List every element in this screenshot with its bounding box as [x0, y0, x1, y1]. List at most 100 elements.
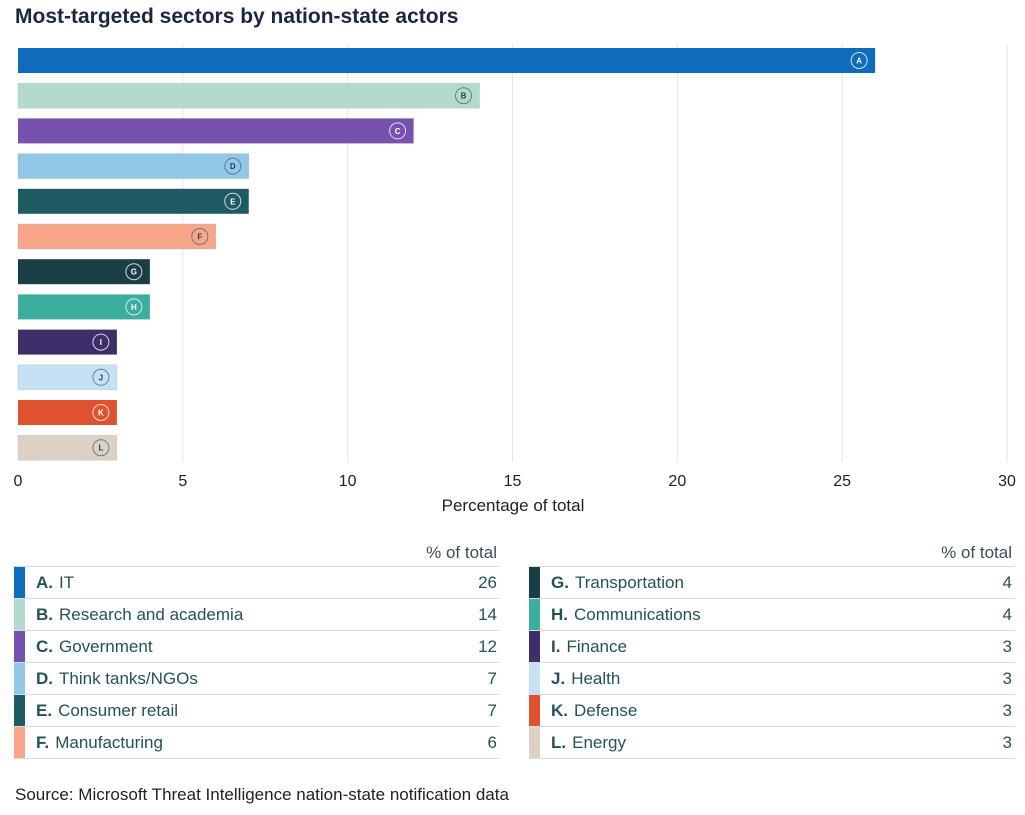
sector-value: 7 — [487, 700, 497, 720]
table-row: H. Communications 4 — [529, 598, 1015, 630]
sector-value: 6 — [487, 732, 497, 752]
x-tick-label: 20 — [668, 473, 686, 490]
sector-value: 14 — [478, 604, 497, 624]
x-tick-label: 10 — [339, 473, 357, 490]
table-row: G. Transportation 4 — [529, 566, 1015, 598]
source-note: Source: Microsoft Threat Intelligence na… — [15, 785, 509, 804]
sector-label: H. Communications — [551, 605, 1003, 625]
table-row: E. Consumer retail 7 — [14, 694, 500, 726]
bar-data-label: I — [100, 338, 102, 347]
sector-letter: B. — [36, 604, 53, 624]
bar-data-label: J — [99, 373, 103, 382]
sector-letter: A. — [36, 572, 53, 592]
bar-data-label: A — [856, 57, 862, 66]
table-row: L. Energy 3 — [529, 726, 1015, 759]
bar-data-label: D — [230, 162, 236, 171]
table-row: K. Defense 3 — [529, 694, 1015, 726]
bar-label-badge — [224, 157, 242, 175]
x-tick-label: 25 — [833, 473, 851, 490]
table-row: F. Manufacturing 6 — [14, 726, 500, 759]
bar-label-badge — [92, 439, 110, 457]
color-swatch — [14, 663, 25, 694]
sector-name: Energy — [572, 732, 626, 752]
bar-label-badge — [389, 122, 407, 140]
color-swatch — [529, 599, 540, 630]
sector-letter: I. — [551, 636, 561, 656]
bar-data-label: E — [230, 197, 236, 206]
color-swatch — [529, 631, 540, 662]
table-row: I. Finance 3 — [529, 630, 1015, 662]
bar-B — [17, 82, 480, 109]
color-swatch — [14, 567, 25, 598]
sector-value: 26 — [478, 572, 497, 592]
sector-label: B. Research and academia — [36, 605, 478, 625]
bar-F — [17, 223, 217, 250]
color-swatch — [14, 727, 25, 758]
table-row: C. Government 12 — [14, 630, 500, 662]
color-swatch — [14, 631, 25, 662]
bar-label-badge — [92, 368, 110, 386]
sector-name: Manufacturing — [55, 732, 163, 752]
bar-label-badge — [125, 263, 143, 281]
bar-chart: 0 5 10 15 20 25 30 Percentage of total A B C D E F G H I… — [14, 44, 1016, 515]
bar-I — [18, 329, 117, 355]
sector-value: 3 — [1002, 636, 1012, 656]
x-tick-label: 0 — [14, 473, 23, 490]
sector-name: Government — [59, 636, 153, 656]
bar-data-label: L — [98, 444, 103, 453]
sector-letter: G. — [551, 572, 569, 592]
bar-data-label: H — [131, 303, 137, 312]
color-swatch — [529, 727, 540, 758]
table-row: J. Health 3 — [529, 662, 1015, 694]
table-row: B. Research and academia 14 — [14, 598, 500, 630]
legend-table-left: % of total A. IT 26 B. Research and academ… — [14, 540, 500, 759]
sector-label: J. Health — [551, 669, 1003, 689]
sector-value: 4 — [1002, 604, 1012, 624]
sector-name: IT — [59, 572, 75, 592]
sector-letter: J. — [551, 668, 566, 688]
table-header: % of total — [426, 543, 497, 562]
sector-letter: K. — [551, 700, 568, 720]
sector-letter: D. — [36, 668, 53, 688]
sector-name: Defense — [574, 700, 638, 720]
bar-E — [18, 188, 249, 214]
sector-name: Health — [571, 668, 621, 688]
bar-label-badge — [850, 52, 868, 69]
chart-title: Most-targeted sectors by nation-state ac… — [15, 5, 459, 28]
color-swatch — [529, 567, 540, 598]
sector-label: F. Manufacturing — [36, 733, 488, 753]
x-tick-label: 30 — [998, 473, 1016, 490]
bar-C — [18, 118, 414, 144]
color-swatch — [14, 695, 25, 726]
color-swatch — [14, 599, 25, 630]
sector-name: Communications — [574, 604, 701, 624]
color-swatch — [529, 663, 540, 694]
bar-D — [17, 153, 250, 179]
bar-A — [18, 48, 876, 73]
bar-data-label: C — [395, 127, 401, 136]
bar-data-label: F — [197, 233, 202, 242]
bar-label-badge — [92, 404, 110, 421]
bar-label-badge — [455, 87, 473, 105]
sector-label: A. IT — [36, 573, 478, 593]
sector-label: L. Energy — [551, 733, 1003, 753]
sector-value: 7 — [487, 668, 497, 688]
bar-label-badge — [92, 333, 110, 351]
table-row: A. IT 26 — [14, 566, 500, 598]
x-axis-label: Percentage of total — [442, 496, 585, 515]
bar-label-badge — [125, 298, 143, 316]
bar-data-label: K — [98, 409, 104, 418]
sector-letter: C. — [36, 636, 53, 656]
sector-label: K. Defense — [551, 701, 1003, 721]
sector-name: Finance — [566, 636, 627, 656]
sector-value: 3 — [1002, 700, 1012, 720]
sector-value: 12 — [478, 636, 497, 656]
sector-value: 4 — [1002, 572, 1012, 592]
sector-name: Research and academia — [59, 604, 244, 624]
table-header: % of total — [941, 543, 1012, 562]
color-swatch — [529, 695, 540, 726]
bar-G — [18, 259, 150, 285]
x-tick-label: 15 — [504, 473, 522, 490]
sector-name: Transportation — [574, 572, 684, 592]
